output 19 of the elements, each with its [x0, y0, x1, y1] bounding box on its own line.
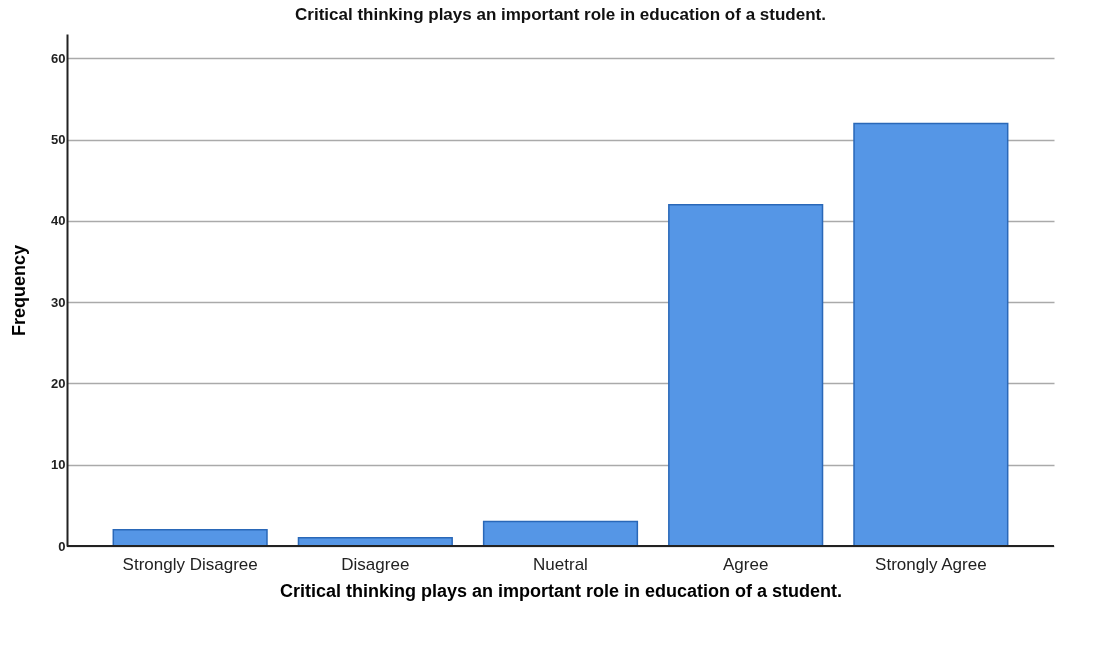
bar [853, 122, 1009, 547]
y-tick-label: 60 [51, 50, 66, 66]
x-axis-title: Critical thinking plays an important role in education of a student. [279, 580, 843, 601]
x-tick-label: Strongly Disagree [122, 554, 258, 574]
y-tick-label: 40 [51, 213, 66, 229]
chart-title: Critical thinking plays an important role in education of a student. [295, 5, 826, 24]
y-tick-label: 20 [51, 375, 66, 391]
y-tick-label: 30 [51, 294, 66, 310]
bar [668, 203, 824, 547]
y-axis-title: Frequency [9, 244, 30, 337]
x-tick-label: Agree [722, 554, 769, 574]
y-tick-label: 50 [51, 132, 66, 148]
y-tick-label: 0 [58, 538, 66, 554]
x-tick-label: Nuetral [533, 554, 588, 574]
x-tick-label: Strongly Agree [875, 554, 987, 574]
y-tick-label: 10 [51, 457, 66, 473]
x-tick-label: Disagree [341, 554, 410, 574]
bar [112, 529, 268, 547]
bar [482, 520, 639, 547]
